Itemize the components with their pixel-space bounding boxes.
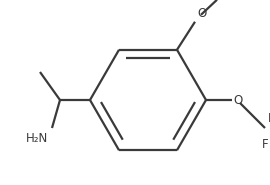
Text: F: F bbox=[268, 112, 270, 125]
Text: F: F bbox=[262, 138, 269, 151]
Text: O: O bbox=[197, 7, 206, 20]
Text: H₂N: H₂N bbox=[26, 132, 48, 145]
Text: O: O bbox=[233, 93, 242, 107]
